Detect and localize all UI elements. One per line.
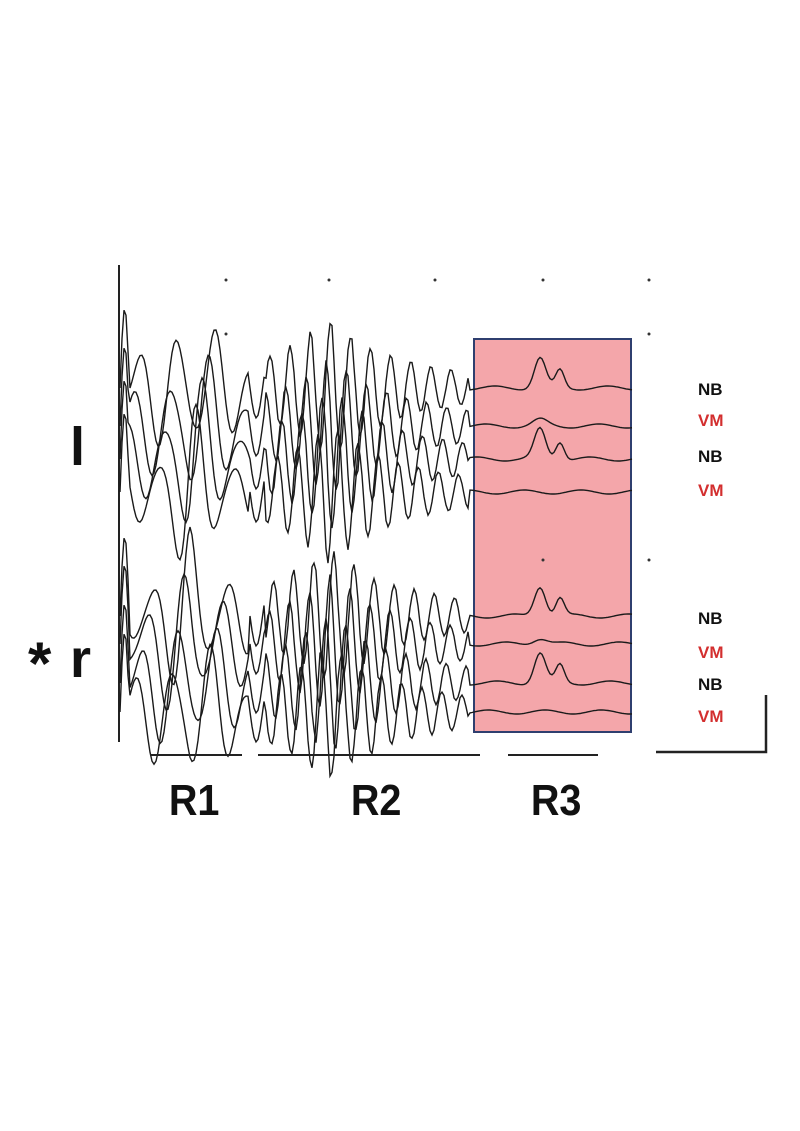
affected-side-marker: * — [28, 630, 52, 697]
trace-label-r-nb-2: NB — [698, 675, 723, 694]
trace-label-l-vm-2: VM — [698, 481, 724, 500]
right-side-label: r — [70, 629, 92, 689]
region-label-r1: R1 — [168, 776, 220, 825]
region-label-r3: R3 — [530, 776, 582, 825]
region-label-r2: R2 — [350, 776, 402, 825]
trace-label-r-nb-1: NB — [698, 609, 723, 628]
trace-l-vm-2 — [119, 402, 633, 564]
r3-highlight-box — [473, 338, 632, 733]
trace-label-r-vm-1: VM — [698, 643, 724, 662]
left-side-label: l — [70, 417, 86, 477]
trace-label-l-nb-1: NB — [698, 380, 723, 399]
trace-label-l-nb-2: NB — [698, 447, 723, 466]
trace-r-nb-1 — [119, 526, 633, 686]
trace-label-r-vm-2: VM — [698, 707, 724, 726]
trace-r-vm-2 — [119, 633, 633, 779]
trace-l-nb-2 — [119, 376, 633, 529]
trace-label-l-vm-1: VM — [698, 411, 724, 430]
grid-dots — [224, 278, 651, 562]
traces-group — [119, 309, 633, 779]
scale-bar — [656, 695, 768, 754]
